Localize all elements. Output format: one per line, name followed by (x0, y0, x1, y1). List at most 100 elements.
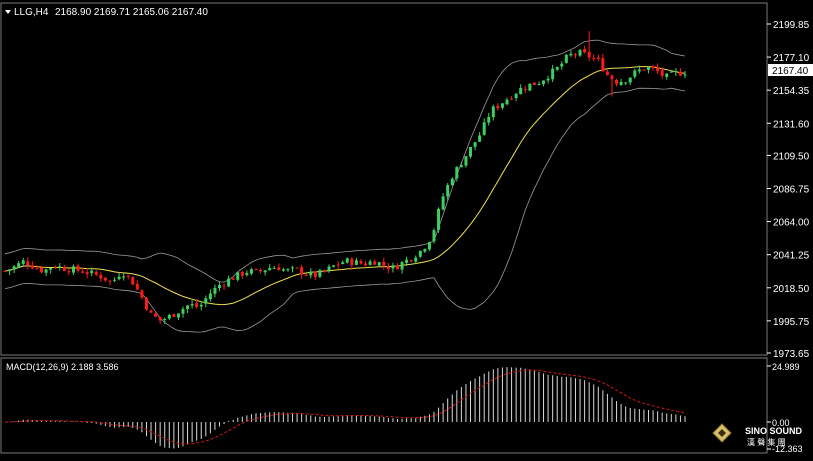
macd-panel-frame (0, 357, 768, 454)
candle-body (395, 265, 399, 270)
candle-body (103, 277, 107, 281)
candle-body (560, 63, 564, 67)
lower-band (4, 87, 686, 333)
price-tick-label: 2064.00 (773, 218, 810, 229)
candle-body (76, 265, 80, 271)
candle-body (537, 84, 541, 86)
current-price-label: 2167.40 (772, 66, 809, 77)
candle-body (578, 50, 582, 56)
candle-body (491, 106, 495, 118)
candle-body (204, 298, 208, 304)
candle-body (418, 250, 422, 257)
candle-body (596, 57, 600, 59)
candle-body (94, 271, 98, 275)
candle-body (259, 269, 263, 272)
candle-body (341, 262, 345, 265)
candle-body (437, 208, 441, 230)
price-axis: 2199.85 2177.10 2154.35 2131.60 2109.50 2086.… (767, 20, 810, 360)
macd-top-label: 24.989 (772, 362, 800, 372)
bollinger-bands (4, 39, 686, 333)
candle-body (318, 270, 322, 277)
candle-body (53, 267, 57, 269)
candle-body (605, 71, 609, 76)
candle-body (240, 271, 244, 276)
candle-body (619, 81, 623, 86)
candle-body (309, 271, 313, 276)
candle-body (482, 122, 486, 135)
candle-body (131, 276, 135, 285)
candle-body (322, 270, 326, 272)
candle-body (633, 70, 637, 77)
candle-body (624, 82, 628, 84)
menu-triangle-icon[interactable] (5, 10, 11, 14)
macd-bottom-label: -12.363 (772, 444, 803, 454)
candle-body (345, 258, 349, 263)
candle-body (528, 83, 532, 91)
candle-body (615, 79, 619, 85)
candle-body (268, 268, 272, 271)
candle-body (350, 258, 354, 266)
price-tick-label: 2199.85 (773, 20, 810, 31)
candle-body (272, 267, 276, 269)
candle-body (217, 285, 221, 288)
candle-body (90, 270, 94, 274)
candle-body (642, 69, 646, 71)
price-tick-label: 2041.25 (773, 251, 810, 262)
candle-body (683, 74, 687, 76)
candle-body (555, 67, 559, 70)
candle-body (231, 278, 235, 280)
candle-body (377, 262, 381, 266)
candle-body (254, 269, 258, 271)
candle-body (665, 73, 669, 77)
candle-body (332, 265, 336, 267)
candle-body (327, 266, 331, 271)
candle-body (17, 263, 21, 268)
candle-body (313, 271, 317, 277)
candle-body (405, 259, 409, 263)
candle-body (40, 267, 44, 273)
price-tick-label: 1995.75 (773, 317, 810, 328)
watermark-cn: 漢 聲 集 團 (747, 437, 786, 447)
candle-body (601, 58, 605, 72)
candle-body (464, 156, 468, 166)
candle-body (199, 304, 203, 307)
candle-body (409, 260, 413, 262)
candle-body (368, 261, 372, 265)
candle-body (637, 69, 641, 72)
candle-body (249, 269, 253, 274)
candle-body (414, 257, 418, 262)
candle-body (158, 316, 162, 321)
candle-body (3, 270, 7, 272)
candle-body (295, 267, 299, 269)
candle-body (144, 297, 148, 310)
candle-body (291, 267, 295, 269)
candle-body (236, 272, 240, 280)
symbol-timeframe: LLG,H4 (14, 7, 49, 18)
candle-body (304, 274, 308, 276)
price-tick-label: 2131.60 (773, 119, 810, 130)
candle-body (172, 314, 176, 317)
candle-body (163, 318, 167, 320)
candle-body (245, 272, 249, 275)
candle-body (359, 261, 363, 264)
candle-body (108, 280, 112, 282)
candle-body (286, 269, 290, 271)
candles (3, 31, 687, 325)
candle-body (336, 264, 340, 266)
watermark-brand: SINO SOUND (745, 426, 803, 436)
candle-body (432, 230, 436, 242)
candle-body (674, 71, 678, 73)
candle-body (49, 268, 53, 270)
candle-body (487, 116, 491, 123)
candle-body (656, 67, 660, 72)
candle-body (455, 167, 459, 179)
candle-body (190, 304, 194, 306)
candle-body (400, 262, 404, 270)
candle-body (500, 103, 504, 108)
macd-zero-label: 0.00 (772, 418, 790, 428)
candle-body (21, 260, 25, 264)
candle-body (222, 285, 226, 287)
candle-body (126, 275, 130, 277)
